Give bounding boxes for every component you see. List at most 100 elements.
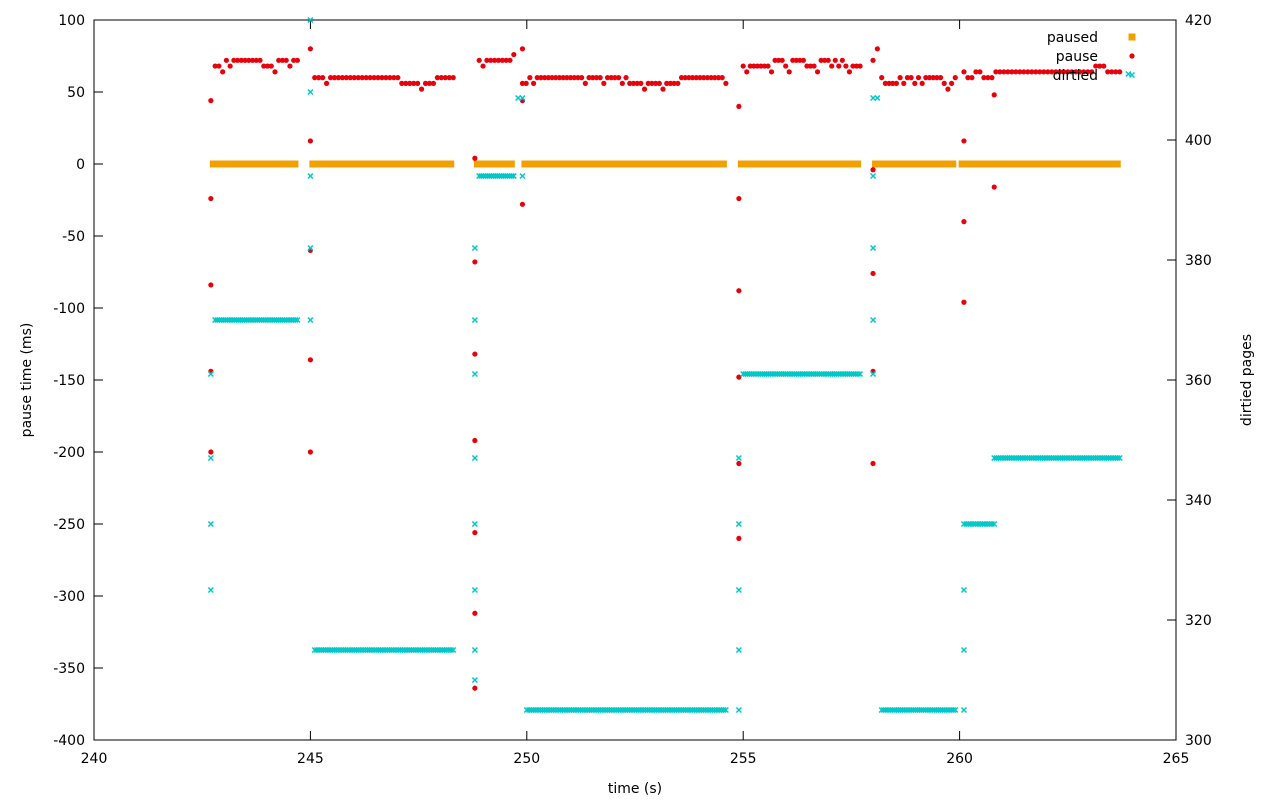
dirtied-point — [1063, 454, 1070, 462]
pause-point — [411, 80, 417, 86]
pause-point — [1029, 69, 1035, 75]
pause-point — [446, 75, 452, 81]
pause-point — [934, 75, 940, 81]
pause-point — [519, 46, 526, 52]
dirtied-point — [530, 706, 537, 714]
pause-point — [472, 685, 478, 691]
dirtied-point — [1079, 454, 1086, 462]
pause-point — [1113, 69, 1119, 75]
dirtied-point — [333, 646, 340, 654]
pause-point — [480, 63, 486, 69]
dirtied-point — [604, 706, 611, 714]
y2-tick-label: 340 — [1185, 493, 1212, 509]
dirtied-point — [999, 454, 1007, 462]
pause-point — [294, 57, 301, 63]
dirtied-point — [602, 706, 609, 714]
dirtied-point — [340, 646, 347, 654]
dirtied-point — [318, 646, 325, 654]
pause-point — [627, 80, 633, 86]
dirtied-point — [382, 646, 389, 654]
pause-point — [208, 449, 214, 455]
pause-point — [1021, 69, 1027, 75]
pause-point — [553, 75, 559, 81]
dirtied-point — [651, 706, 658, 714]
dirtied-point — [417, 646, 424, 654]
dirtied-point — [1110, 454, 1117, 462]
pause-point — [316, 75, 322, 81]
dirtied-point — [615, 706, 622, 714]
pause-point — [901, 80, 907, 86]
pause-point — [1001, 69, 1007, 75]
pause-point — [534, 75, 540, 81]
dirtied-point — [640, 706, 647, 714]
pause-point — [593, 75, 600, 81]
pause-point — [708, 75, 714, 81]
dirtied-point — [735, 454, 742, 462]
pause-point — [418, 86, 425, 92]
dirtied-point — [335, 646, 342, 654]
dirtied-point — [1085, 454, 1092, 462]
dirtied-point — [471, 370, 478, 378]
dirtied-point — [471, 244, 478, 252]
pause-point — [503, 57, 509, 63]
y-axis-label: pause time (ms) — [19, 323, 35, 438]
pause-point — [407, 80, 413, 86]
pause-point — [472, 259, 478, 265]
dirtied-point — [1030, 454, 1037, 462]
y-tick-label: -300 — [53, 589, 85, 605]
pause-point — [291, 57, 297, 63]
dirtied-point — [320, 646, 327, 654]
pause-point — [387, 75, 393, 81]
dirtied-point — [532, 706, 539, 714]
dirtied-point — [584, 706, 591, 714]
dirtied-point — [526, 706, 533, 714]
pause-point — [545, 75, 551, 81]
y2-tick-label: 300 — [1185, 733, 1212, 749]
pause-point — [1005, 69, 1011, 75]
dirtied-point — [1013, 454, 1020, 462]
pause-point — [836, 63, 842, 69]
dirtied-point — [687, 706, 694, 714]
pause-point — [965, 75, 971, 81]
dirtied-point — [617, 706, 624, 714]
pause-point — [383, 75, 389, 81]
dirtied-point — [702, 706, 709, 714]
pause-point — [556, 75, 563, 81]
dirtied-point — [322, 646, 329, 654]
dirtied-point — [508, 172, 515, 180]
dirtied-point — [1022, 454, 1029, 462]
pause-point — [736, 103, 742, 109]
dirtied-point — [624, 706, 631, 714]
x-tick-label: 240 — [81, 751, 108, 767]
pause-point — [634, 80, 640, 86]
dirtied-point — [307, 88, 314, 96]
dirtied-point — [671, 706, 678, 714]
pause-point — [870, 167, 876, 173]
dirtied-point — [548, 706, 555, 714]
pause-point — [227, 63, 233, 69]
pause-point — [893, 80, 900, 86]
dirtied-point — [693, 706, 700, 714]
dirtied-point — [327, 646, 334, 654]
pause-point — [279, 57, 286, 63]
pause-point — [1089, 69, 1095, 75]
dirtied-point — [1105, 454, 1112, 462]
dirtied-point — [1090, 454, 1097, 462]
dirtied-point — [707, 706, 714, 714]
dirtied-point — [421, 646, 428, 654]
x-tick-label: 250 — [513, 751, 540, 767]
dirtied-point — [450, 646, 457, 654]
pause-point — [307, 138, 313, 144]
dirtied-point — [960, 586, 967, 594]
pause-point — [249, 57, 256, 63]
pause-point — [1049, 69, 1055, 75]
pause-point — [375, 75, 381, 81]
dirtied-point — [644, 706, 651, 714]
dirtied-point — [655, 706, 662, 714]
dirtied-point — [1044, 454, 1051, 462]
pause-point — [571, 75, 577, 81]
pause-point — [608, 75, 614, 81]
dirtied-point — [523, 706, 530, 714]
dirtied-point — [423, 646, 430, 654]
pause-point — [811, 63, 817, 69]
